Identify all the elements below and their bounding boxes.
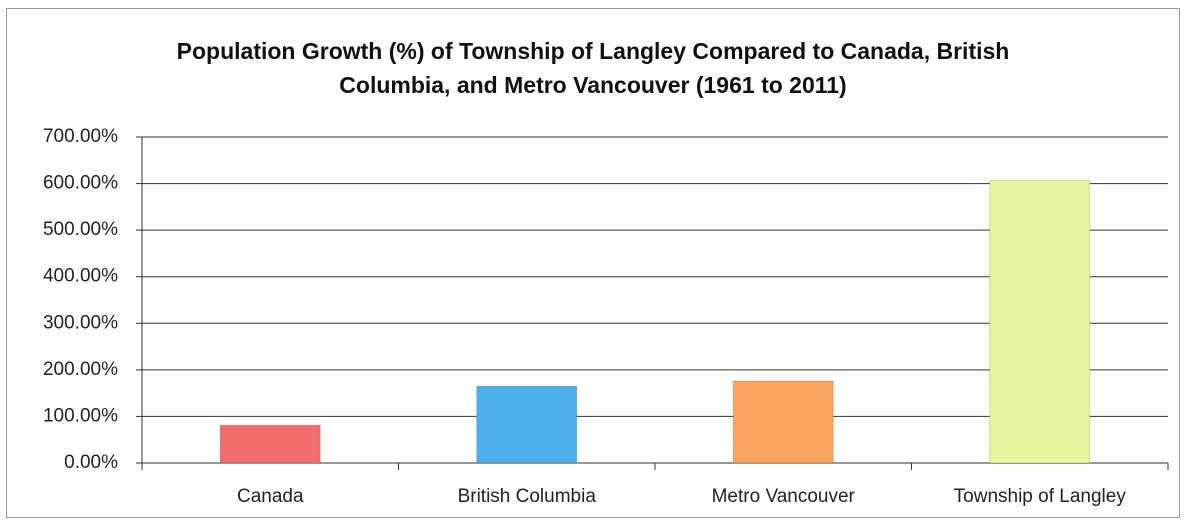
x-tick-label: Canada (237, 486, 304, 507)
chart-title: Population Growth (%) of Township of Lan… (176, 38, 1010, 98)
y-tick-label: 0.00% (64, 452, 118, 473)
x-tick-label: British Columbia (458, 486, 597, 507)
y-tick-label: 600.00% (43, 173, 118, 194)
y-tick-label: 300.00% (43, 312, 118, 333)
bar (989, 179, 1091, 464)
y-tick-label: 500.00% (43, 219, 118, 240)
x-tick-label: Township of Langley (954, 486, 1127, 507)
bar (732, 380, 834, 464)
chart-frame (6, 8, 1180, 518)
y-tick-label: 700.00% (43, 126, 118, 147)
x-tick-label: Metro Vancouver (712, 486, 856, 507)
bar (476, 385, 578, 464)
bar (219, 424, 321, 464)
y-tick-label: 200.00% (43, 359, 118, 380)
y-tick-label: 400.00% (43, 266, 118, 287)
y-tick-label: 100.00% (43, 405, 118, 426)
